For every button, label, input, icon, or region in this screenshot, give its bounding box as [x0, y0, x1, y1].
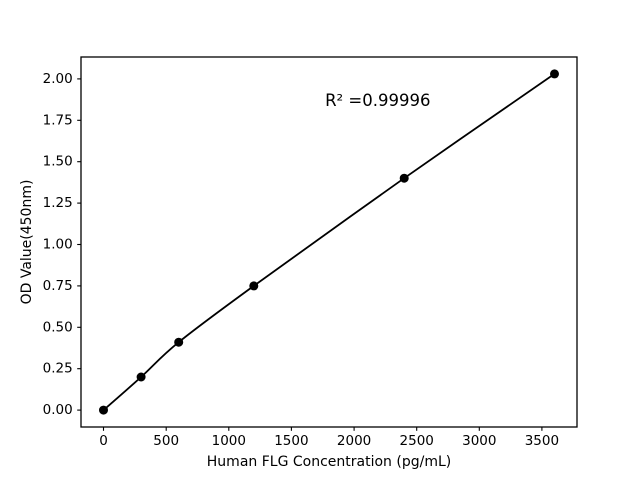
- y-tick-label: 0.00: [43, 402, 73, 418]
- y-tick-label: 0.50: [43, 319, 73, 335]
- y-tick-label: 1.00: [43, 237, 73, 253]
- x-tick-label: 3000: [462, 433, 496, 449]
- x-tick-label: 2500: [400, 433, 434, 449]
- y-tick-label: 2.00: [43, 71, 73, 87]
- x-tick-label: 1000: [212, 433, 246, 449]
- data-point: [399, 173, 409, 183]
- x-tick-label: 3500: [525, 433, 559, 449]
- y-axis-label: OD Value(450nm): [19, 180, 35, 305]
- x-tick-label: 1500: [274, 433, 308, 449]
- data-point: [99, 405, 108, 415]
- y-tick-label: 1.75: [43, 112, 73, 128]
- curve-line: [102, 73, 556, 411]
- x-tick-label: 500: [153, 433, 179, 449]
- data-point: [136, 372, 146, 382]
- plot-border: [80, 56, 578, 428]
- x-tick-label: 0: [99, 433, 108, 449]
- data-point: [249, 281, 259, 291]
- y-tick-label: 0.25: [43, 361, 73, 377]
- y-tick-label: 0.75: [43, 278, 73, 294]
- x-tick-label: 2000: [337, 433, 371, 449]
- r-squared-annotation: R² =0.99996: [325, 91, 430, 110]
- y-tick-label: 1.50: [43, 154, 73, 170]
- y-tick-label: 1.25: [43, 195, 73, 211]
- data-point: [550, 69, 559, 79]
- data-point: [174, 337, 184, 347]
- x-axis-label: Human FLG Concentration (pg/mL): [207, 454, 451, 470]
